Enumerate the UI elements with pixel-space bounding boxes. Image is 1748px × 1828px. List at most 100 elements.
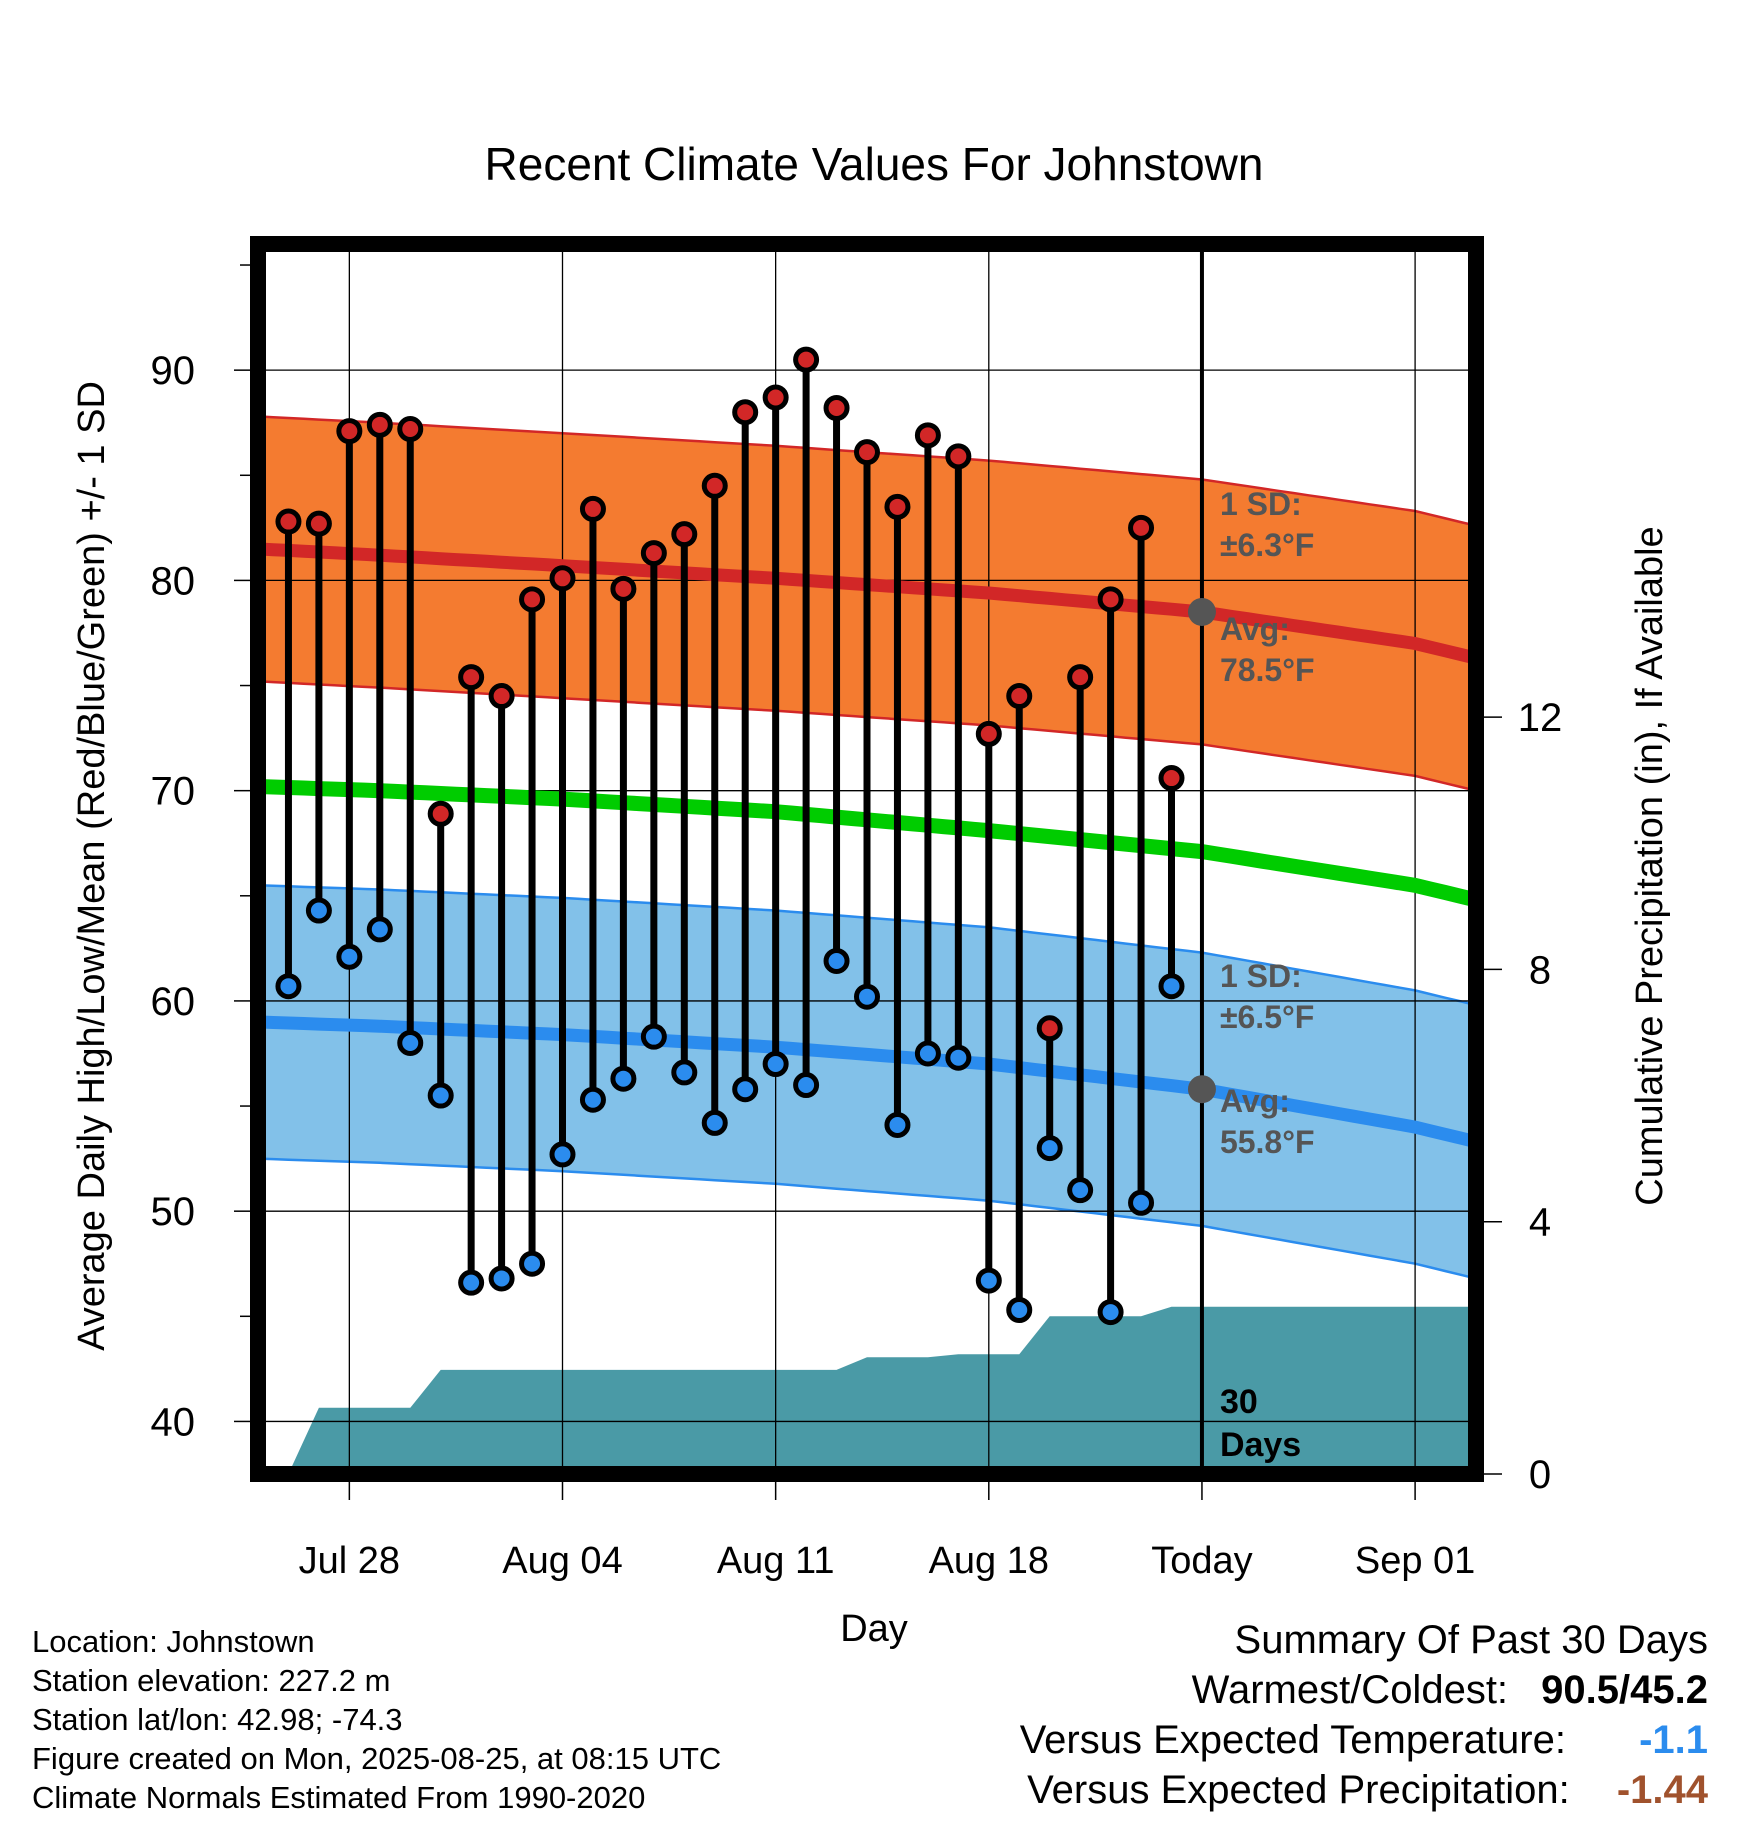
low-avg-line bbox=[258, 1015, 1476, 1149]
high-marker bbox=[701, 472, 728, 499]
elevation-text: Station elevation: 227.2 m bbox=[32, 1663, 391, 1698]
y-tick-label: 60 bbox=[151, 980, 196, 1024]
y-tick-label: 80 bbox=[151, 559, 196, 603]
station-info: Location: Johnstown Station elevation: 2… bbox=[32, 1622, 721, 1817]
y-axis-label: Average Daily High/Low/Mean (Red/Blue/Gr… bbox=[71, 381, 113, 1351]
low-marker bbox=[854, 983, 880, 1010]
low-marker bbox=[732, 1076, 759, 1103]
y2-tick-label: 12 bbox=[1518, 696, 1563, 740]
low-marker bbox=[458, 1269, 485, 1296]
low-marker bbox=[762, 1051, 789, 1077]
low-marker bbox=[1097, 1299, 1124, 1326]
low-marker bbox=[1128, 1189, 1155, 1216]
high-marker bbox=[1036, 1015, 1063, 1042]
low-marker bbox=[1036, 1135, 1063, 1162]
window-label-number: 30 bbox=[1220, 1383, 1258, 1421]
y2-tick-label: 8 bbox=[1529, 948, 1551, 992]
x-axis-label: Day bbox=[840, 1608, 908, 1650]
high-marker bbox=[1097, 586, 1124, 613]
chart-title: Recent Climate Values For Johnstown bbox=[485, 138, 1264, 190]
summary-temp: Versus Expected Temperature: -1.1 bbox=[1020, 1715, 1708, 1765]
low-marker bbox=[1067, 1177, 1094, 1204]
low-marker bbox=[610, 1065, 637, 1092]
precip-value: -1.44 bbox=[1616, 1768, 1708, 1812]
high-marker bbox=[854, 439, 880, 466]
high-marker bbox=[1128, 514, 1155, 541]
high-marker bbox=[397, 416, 424, 443]
high-marker bbox=[610, 575, 637, 602]
y-tick-label: 40 bbox=[151, 1400, 196, 1444]
low-marker bbox=[640, 1023, 667, 1050]
location-text: Location: Johnstown bbox=[32, 1624, 315, 1659]
low-marker bbox=[975, 1267, 1002, 1294]
high-marker bbox=[336, 418, 363, 445]
x-tick-label: Jul 28 bbox=[299, 1540, 400, 1582]
high-marker bbox=[975, 720, 1002, 747]
normals-text: Climate Normals Estimated From 1990-2020 bbox=[32, 1780, 646, 1815]
x-tick-label: Today bbox=[1151, 1540, 1252, 1582]
low-marker bbox=[671, 1059, 698, 1086]
high-marker bbox=[305, 510, 332, 537]
y-tick-label: 90 bbox=[151, 349, 196, 393]
summary-precip: Versus Expected Precipitation: -1.44 bbox=[1020, 1765, 1708, 1815]
high-marker bbox=[732, 399, 759, 426]
high-marker bbox=[823, 395, 850, 421]
low-marker bbox=[519, 1250, 546, 1277]
high-marker bbox=[579, 495, 606, 522]
low-avg-label: Avg: bbox=[1220, 1083, 1290, 1119]
y2-axis-label: Cumulative Precipitation (in), If Availa… bbox=[1629, 526, 1671, 1205]
today-low-avg-dot bbox=[1187, 1075, 1216, 1104]
created-text: Figure created on Mon, 2025-08-25, at 08… bbox=[32, 1741, 722, 1776]
high-avg-label: Avg: bbox=[1220, 611, 1290, 647]
high-avg-value: 78.5°F bbox=[1220, 652, 1315, 688]
plot-frame bbox=[250, 236, 1484, 1482]
high-marker bbox=[914, 422, 941, 449]
high-marker bbox=[1158, 765, 1185, 792]
high-marker bbox=[1006, 683, 1033, 710]
high-sd-value: ±6.3°F bbox=[1220, 527, 1314, 563]
summary-title: Summary Of Past 30 Days bbox=[1234, 1618, 1708, 1662]
low-sd-value: ±6.5°F bbox=[1220, 999, 1314, 1035]
high-marker bbox=[793, 346, 820, 373]
low-avg-value: 55.8°F bbox=[1220, 1124, 1315, 1160]
high-marker bbox=[427, 800, 454, 827]
low-marker bbox=[397, 1029, 424, 1056]
low-marker bbox=[275, 973, 302, 1000]
low-marker bbox=[549, 1141, 576, 1168]
high-marker bbox=[1067, 664, 1094, 691]
warm-cold-label: Warmest/Coldest: bbox=[1191, 1668, 1509, 1712]
summary-panel: Summary Of Past 30 Days Warmest/Coldest:… bbox=[1020, 1615, 1708, 1815]
low-marker bbox=[1158, 973, 1185, 1000]
precip-area bbox=[288, 1306, 1476, 1474]
low-marker bbox=[579, 1086, 606, 1113]
high-marker bbox=[488, 683, 515, 710]
high-marker bbox=[366, 411, 393, 438]
y2-tick-label: 4 bbox=[1529, 1201, 1551, 1245]
low-sd-label: 1 SD: bbox=[1220, 958, 1302, 994]
precip-label: Versus Expected Precipitation: bbox=[1027, 1768, 1570, 1812]
high-sd-label: 1 SD: bbox=[1220, 486, 1302, 522]
warm-cold-value: 90.5/45.2 bbox=[1541, 1668, 1708, 1712]
low-marker bbox=[793, 1072, 820, 1099]
high-marker bbox=[275, 508, 302, 535]
low-marker bbox=[945, 1044, 972, 1071]
low-marker bbox=[336, 943, 363, 970]
x-tick-label: Aug 11 bbox=[717, 1540, 835, 1582]
low-marker bbox=[427, 1082, 454, 1109]
temp-label: Versus Expected Temperature: bbox=[1019, 1718, 1566, 1762]
low-marker bbox=[1006, 1297, 1033, 1323]
temp-value: -1.1 bbox=[1639, 1718, 1708, 1762]
y-tick-label: 70 bbox=[151, 770, 196, 814]
x-tick-label: Sep 01 bbox=[1355, 1540, 1475, 1582]
window-label-days: Days bbox=[1220, 1426, 1301, 1464]
high-marker bbox=[945, 443, 972, 470]
today-high-avg-dot bbox=[1187, 597, 1216, 626]
summary-warm-cold: Warmest/Coldest: 90.5/45.2 bbox=[1020, 1665, 1708, 1715]
high-marker bbox=[519, 586, 546, 613]
high-marker bbox=[458, 664, 485, 691]
low-marker bbox=[823, 947, 850, 974]
latlon-text: Station lat/lon: 42.98; -74.3 bbox=[32, 1702, 403, 1737]
high-marker bbox=[884, 493, 911, 520]
y-tick-label: 50 bbox=[151, 1190, 196, 1234]
